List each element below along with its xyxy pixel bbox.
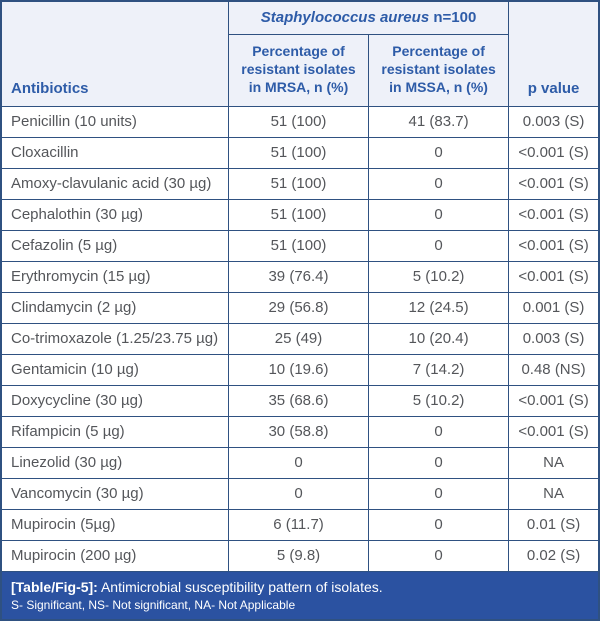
table-row: Clindamycin (2 µg) 29 (56.8) 12 (24.5) 0… xyxy=(2,291,598,324)
table-row: Cefazolin (5 µg) 51 (100) 0 <0.001 (S) xyxy=(2,229,598,262)
mssa-value-cell: 7 (14.2) xyxy=(368,353,510,386)
p-value-cell: <0.001 (S) xyxy=(508,167,598,200)
caption-text: Antimicrobial susceptibility pattern of … xyxy=(100,578,383,595)
header-row-species: Antibiotics Staphylococcus aureus n=100 … xyxy=(2,2,598,107)
table-row: Amoxy-clavulanic acid (30 µg) 51 (100) 0… xyxy=(2,167,598,200)
antibiotic-cell: Mupirocin (200 µg) xyxy=(2,539,229,572)
antibiotic-cell: Doxycycline (30 µg) xyxy=(2,384,229,417)
mrsa-value-cell: 25 (49) xyxy=(227,322,370,355)
mrsa-value-cell: 51 (100) xyxy=(227,198,370,231)
antibiotic-cell: Linezolid (30 µg) xyxy=(2,446,229,479)
mssa-value-cell: 0 xyxy=(368,446,510,479)
table-row: Doxycycline (30 µg) 35 (68.6) 5 (10.2) <… xyxy=(2,384,598,417)
mssa-value-cell: 0 xyxy=(368,198,510,231)
p-value-cell: <0.001 (S) xyxy=(508,198,598,231)
p-value-cell: <0.001 (S) xyxy=(508,260,598,293)
p-value-cell: NA xyxy=(508,446,598,479)
table-header: Antibiotics Staphylococcus aureus n=100 … xyxy=(2,2,598,107)
header-species-group: Staphylococcus aureus n=100 xyxy=(227,2,510,35)
mrsa-value-cell: 29 (56.8) xyxy=(227,291,370,324)
p-value-cell: 0.48 (NS) xyxy=(508,353,598,386)
table-row: Co-trimoxazole (1.25/23.75 µg) 25 (49) 1… xyxy=(2,322,598,355)
mssa-value-cell: 0 xyxy=(368,136,510,169)
header-antibiotics: Antibiotics xyxy=(2,2,229,107)
antibiotic-cell: Cefazolin (5 µg) xyxy=(2,229,229,262)
mssa-value-cell: 10 (20.4) xyxy=(368,322,510,355)
mssa-value-cell: 12 (24.5) xyxy=(368,291,510,324)
mrsa-value-cell: 6 (11.7) xyxy=(227,508,370,541)
antibiotic-cell: Amoxy-clavulanic acid (30 µg) xyxy=(2,167,229,200)
antibiotic-cell: Erythromycin (15 µg) xyxy=(2,260,229,293)
mssa-value-cell: 5 (10.2) xyxy=(368,384,510,417)
mssa-value-cell: 0 xyxy=(368,167,510,200)
table-row: Rifampicin (5 µg) 30 (58.8) 0 <0.001 (S) xyxy=(2,415,598,448)
antibiotic-cell: Mupirocin (5µg) xyxy=(2,508,229,541)
mssa-value-cell: 0 xyxy=(368,508,510,541)
mssa-value-cell: 41 (83.7) xyxy=(368,105,510,138)
table-body: Penicillin (10 units) 51 (100) 41 (83.7)… xyxy=(2,105,598,572)
antibiotic-cell: Penicillin (10 units) xyxy=(2,105,229,138)
p-value-cell: NA xyxy=(508,477,598,510)
mssa-value-cell: 0 xyxy=(368,229,510,262)
species-name: Staphylococcus aureus xyxy=(260,9,430,27)
p-value-cell: <0.001 (S) xyxy=(508,384,598,417)
mssa-value-cell: 0 xyxy=(368,415,510,448)
p-value-cell: <0.001 (S) xyxy=(508,415,598,448)
mrsa-value-cell: 35 (68.6) xyxy=(227,384,370,417)
table-row: Mupirocin (5µg) 6 (11.7) 0 0.01 (S) xyxy=(2,508,598,541)
table-row: Cloxacillin 51 (100) 0 <0.001 (S) xyxy=(2,136,598,169)
p-value-cell: 0.001 (S) xyxy=(508,291,598,324)
table-row: Vancomycin (30 µg) 0 0 NA xyxy=(2,477,598,510)
header-mrsa-column: Percentage of resistant isolates in MRSA… xyxy=(228,33,370,107)
species-count: n=100 xyxy=(429,9,477,27)
caption-line: [Table/Fig-5]: Antimicrobial susceptibil… xyxy=(11,578,589,596)
caption-legend: S- Significant, NS- Not significant, NA-… xyxy=(11,597,296,612)
mssa-value-cell: 5 (10.2) xyxy=(368,260,510,293)
table-row: Penicillin (10 units) 51 (100) 41 (83.7)… xyxy=(2,105,598,138)
table-row: Cephalothin (30 µg) 51 (100) 0 <0.001 (S… xyxy=(2,198,598,231)
antibiotic-cell: Cloxacillin xyxy=(2,136,229,169)
mrsa-value-cell: 0 xyxy=(227,446,370,479)
p-value-cell: <0.001 (S) xyxy=(508,136,598,169)
antibiotic-cell: Gentamicin (10 µg) xyxy=(2,353,229,386)
antibiotic-cell: Vancomycin (30 µg) xyxy=(2,477,229,510)
mrsa-value-cell: 5 (9.8) xyxy=(227,539,370,572)
mssa-value-cell: 0 xyxy=(368,539,510,572)
p-value-cell: 0.01 (S) xyxy=(508,508,598,541)
caption-label: [Table/Fig-5]: xyxy=(11,578,98,595)
mssa-value-cell: 0 xyxy=(368,477,510,510)
antibiotic-cell: Cephalothin (30 µg) xyxy=(2,198,229,231)
mrsa-value-cell: 51 (100) xyxy=(227,167,370,200)
table-row: Mupirocin (200 µg) 5 (9.8) 0 0.02 (S) xyxy=(2,539,598,572)
header-p-value: p value xyxy=(508,2,598,107)
p-value-cell: 0.003 (S) xyxy=(508,322,598,355)
header-row-subcolumns: Percentage of resistant isolates in MRSA… xyxy=(2,33,598,107)
header-mssa-column: Percentage of resistant isolates in MSSA… xyxy=(368,33,509,107)
p-value-cell: 0.003 (S) xyxy=(508,105,598,138)
antibiotic-cell: Rifampicin (5 µg) xyxy=(2,415,229,448)
mrsa-value-cell: 51 (100) xyxy=(227,136,370,169)
antibiotic-cell: Clindamycin (2 µg) xyxy=(2,291,229,324)
table-row: Erythromycin (15 µg) 39 (76.4) 5 (10.2) … xyxy=(2,260,598,293)
mrsa-value-cell: 10 (19.6) xyxy=(227,353,370,386)
mrsa-value-cell: 30 (58.8) xyxy=(227,415,370,448)
susceptibility-table: Antibiotics Staphylococcus aureus n=100 … xyxy=(2,2,598,572)
mrsa-value-cell: 51 (100) xyxy=(227,229,370,262)
p-value-cell: <0.001 (S) xyxy=(508,229,598,262)
p-value-cell: 0.02 (S) xyxy=(508,539,598,572)
caption-bar: [Table/Fig-5]: Antimicrobial susceptibil… xyxy=(2,571,598,619)
mrsa-value-cell: 39 (76.4) xyxy=(227,260,370,293)
table-row: Linezolid (30 µg) 0 0 NA xyxy=(2,446,598,479)
antibiotic-cell: Co-trimoxazole (1.25/23.75 µg) xyxy=(2,322,229,355)
mrsa-value-cell: 51 (100) xyxy=(227,105,370,138)
mrsa-value-cell: 0 xyxy=(227,477,370,510)
table-row: Gentamicin (10 µg) 10 (19.6) 7 (14.2) 0.… xyxy=(2,353,598,386)
